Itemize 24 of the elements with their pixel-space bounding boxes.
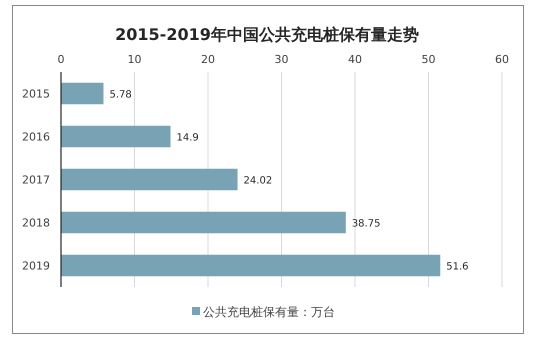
y-tick-label: 2015 (22, 88, 50, 100)
legend-label: 公共充电桩保有量：万台 (203, 305, 335, 319)
x-tick-label: 10 (128, 53, 142, 66)
x-tick-label: 60 (495, 53, 509, 66)
y-tick-label: 2017 (22, 174, 50, 186)
x-tick-label: 40 (348, 53, 362, 66)
y-tick-label: 2016 (22, 130, 50, 144)
data-label: 24.02 (244, 176, 272, 186)
x-tick-label: 0 (58, 53, 64, 66)
chart-title: 2015-2019年中国公共充电桩保有量走势 (115, 25, 419, 44)
data-label: 5.78 (109, 90, 132, 100)
bar (61, 168, 238, 190)
y-tick-label: 2019 (22, 260, 50, 272)
x-tick-label: 30 (274, 53, 288, 66)
y-tick-label: 2018 (22, 216, 50, 230)
x-tick-label: 50 (422, 53, 436, 66)
bar (61, 254, 440, 276)
x-tick-label: 20 (201, 53, 215, 66)
data-label: 51.6 (446, 262, 469, 272)
bar (61, 126, 171, 148)
bar (61, 82, 104, 104)
data-label: 14.9 (176, 132, 199, 144)
data-label: 38.75 (352, 218, 380, 230)
bar (61, 212, 346, 234)
